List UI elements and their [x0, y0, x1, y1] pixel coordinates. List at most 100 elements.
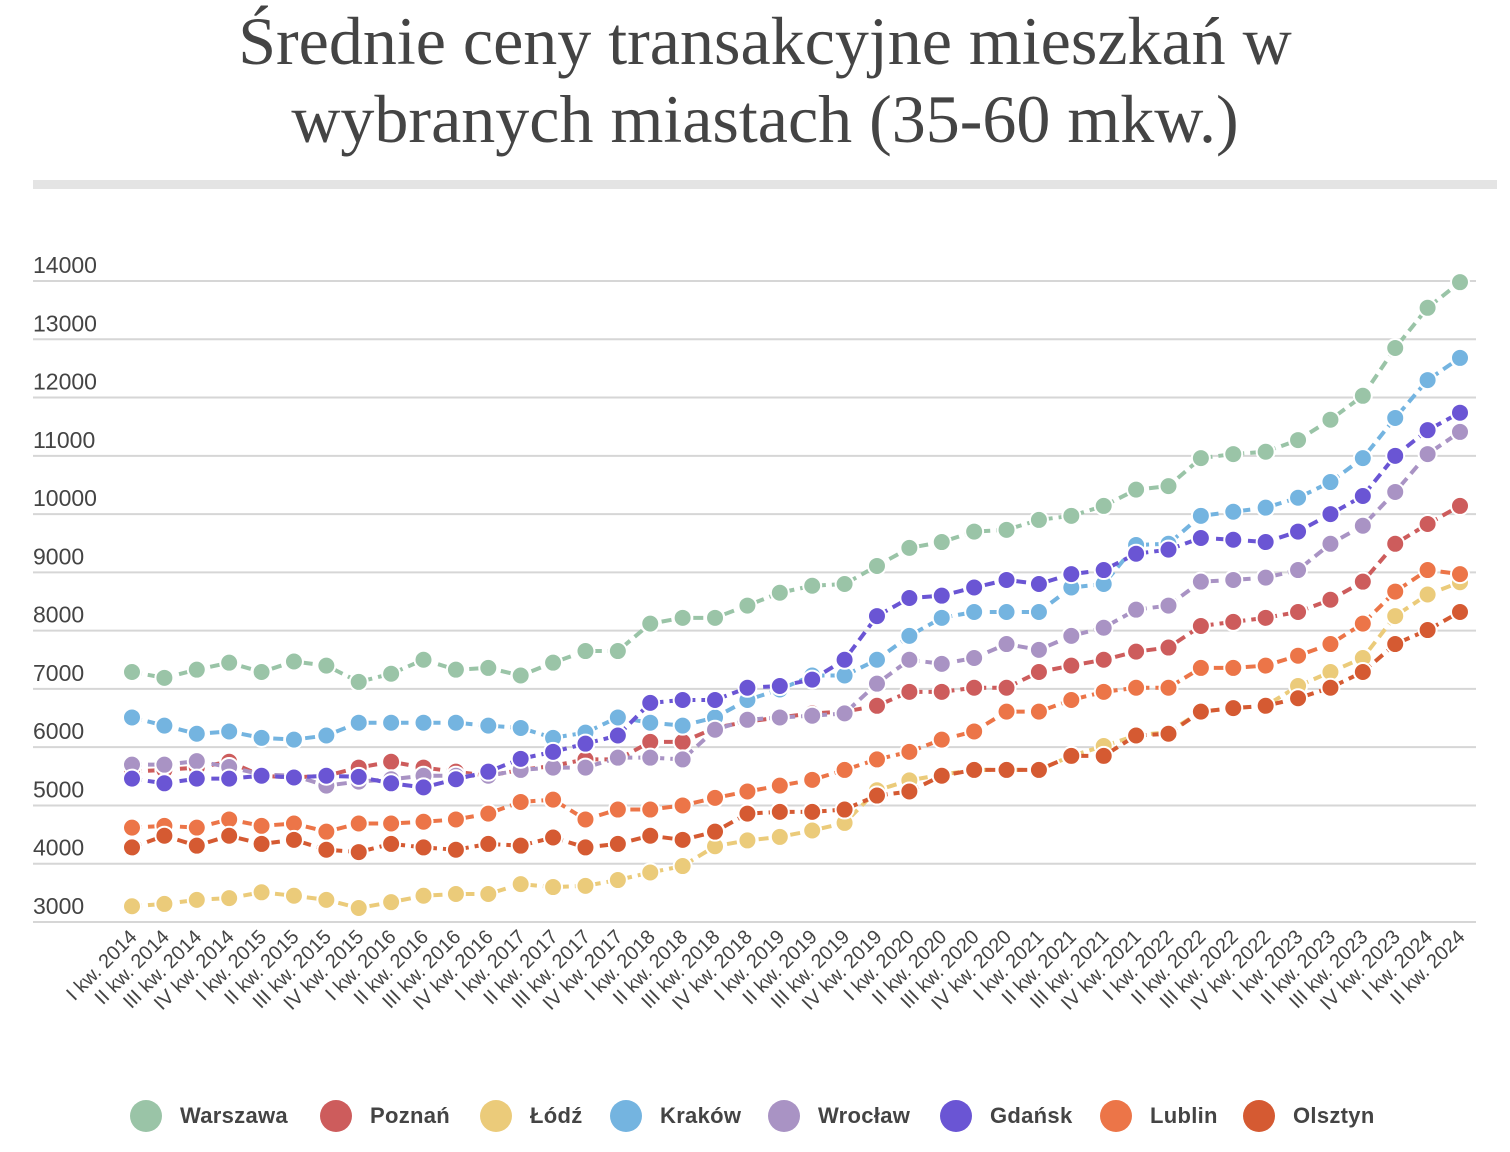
legend-item[interactable]: Wrocław — [768, 1096, 910, 1136]
data-point[interactable] — [510, 717, 531, 738]
data-point[interactable] — [1352, 515, 1373, 536]
legend-item[interactable]: Lublin — [1100, 1096, 1218, 1136]
data-point[interactable] — [154, 773, 175, 794]
data-point[interactable] — [802, 705, 823, 726]
data-point[interactable] — [510, 874, 531, 895]
data-point[interactable] — [1417, 513, 1438, 534]
data-point[interactable] — [1288, 601, 1309, 622]
data-point[interactable] — [1190, 701, 1211, 722]
data-point[interactable] — [381, 712, 402, 733]
data-point[interactable] — [445, 712, 466, 733]
data-point[interactable] — [1385, 481, 1406, 502]
data-point[interactable] — [996, 701, 1017, 722]
data-point[interactable] — [834, 703, 855, 724]
data-point[interactable] — [1093, 681, 1114, 702]
data-point[interactable] — [1417, 560, 1438, 581]
data-point[interactable] — [413, 777, 434, 798]
data-point[interactable] — [1450, 564, 1470, 585]
data-point[interactable] — [1417, 444, 1438, 465]
data-point[interactable] — [316, 655, 337, 676]
data-point[interactable] — [283, 829, 304, 850]
data-point[interactable] — [413, 649, 434, 670]
data-point[interactable] — [510, 791, 531, 812]
data-point[interactable] — [1417, 297, 1438, 318]
data-point[interactable] — [769, 775, 790, 796]
data-point[interactable] — [899, 781, 920, 802]
data-point[interactable] — [1158, 595, 1179, 616]
data-point[interactable] — [381, 892, 402, 913]
data-point[interactable] — [1126, 479, 1147, 500]
data-point[interactable] — [186, 768, 207, 789]
data-point[interactable] — [154, 715, 175, 736]
data-point[interactable] — [866, 673, 887, 694]
data-point[interactable] — [219, 888, 240, 909]
data-point[interactable] — [672, 856, 693, 877]
data-point[interactable] — [381, 833, 402, 854]
data-point[interactable] — [510, 748, 531, 769]
data-point[interactable] — [866, 649, 887, 670]
data-point[interactable] — [1223, 569, 1244, 590]
data-point[interactable] — [348, 766, 369, 787]
data-point[interactable] — [640, 747, 661, 768]
data-point[interactable] — [1385, 533, 1406, 554]
data-point[interactable] — [1320, 634, 1341, 655]
data-point[interactable] — [672, 829, 693, 850]
data-point[interactable] — [1385, 634, 1406, 655]
data-point[interactable] — [1158, 539, 1179, 560]
data-point[interactable] — [1223, 501, 1244, 522]
data-point[interactable] — [737, 830, 758, 851]
data-point[interactable] — [1190, 571, 1211, 592]
data-point[interactable] — [1352, 571, 1373, 592]
data-point[interactable] — [899, 537, 920, 558]
data-point[interactable] — [186, 723, 207, 744]
data-point[interactable] — [964, 601, 985, 622]
data-point[interactable] — [1320, 589, 1341, 610]
data-point[interactable] — [413, 811, 434, 832]
data-point[interactable] — [348, 712, 369, 733]
data-point[interactable] — [1450, 402, 1470, 423]
data-point[interactable] — [737, 781, 758, 802]
data-point[interactable] — [899, 649, 920, 670]
data-point[interactable] — [1126, 725, 1147, 746]
data-point[interactable] — [1352, 662, 1373, 683]
data-point[interactable] — [802, 669, 823, 690]
data-point[interactable] — [510, 835, 531, 856]
data-point[interactable] — [1028, 601, 1049, 622]
data-point[interactable] — [1320, 504, 1341, 525]
data-point[interactable] — [640, 712, 661, 733]
data-point[interactable] — [478, 884, 499, 905]
data-point[interactable] — [899, 741, 920, 762]
data-point[interactable] — [1223, 698, 1244, 719]
data-point[interactable] — [737, 803, 758, 824]
data-point[interactable] — [251, 815, 272, 836]
data-point[interactable] — [1061, 625, 1082, 646]
data-point[interactable] — [575, 809, 596, 830]
data-point[interactable] — [1288, 688, 1309, 709]
data-point[interactable] — [1255, 695, 1276, 716]
data-point[interactable] — [283, 767, 304, 788]
data-point[interactable] — [1417, 420, 1438, 441]
data-point[interactable] — [251, 662, 272, 683]
data-point[interactable] — [1158, 723, 1179, 744]
data-point[interactable] — [802, 769, 823, 790]
data-point[interactable] — [283, 885, 304, 906]
data-point[interactable] — [251, 765, 272, 786]
data-point[interactable] — [1061, 655, 1082, 676]
data-point[interactable] — [445, 769, 466, 790]
data-point[interactable] — [1255, 607, 1276, 628]
data-point[interactable] — [1450, 421, 1470, 442]
data-point[interactable] — [543, 789, 564, 810]
data-point[interactable] — [607, 707, 628, 728]
data-point[interactable] — [445, 809, 466, 830]
data-point[interactable] — [1061, 745, 1082, 766]
data-point[interactable] — [640, 862, 661, 883]
data-point[interactable] — [575, 757, 596, 778]
data-point[interactable] — [348, 671, 369, 692]
data-point[interactable] — [931, 681, 952, 702]
data-point[interactable] — [1093, 495, 1114, 516]
data-point[interactable] — [834, 574, 855, 595]
data-point[interactable] — [1255, 497, 1276, 518]
data-point[interactable] — [1450, 347, 1470, 368]
data-point[interactable] — [219, 825, 240, 846]
data-point[interactable] — [769, 801, 790, 822]
